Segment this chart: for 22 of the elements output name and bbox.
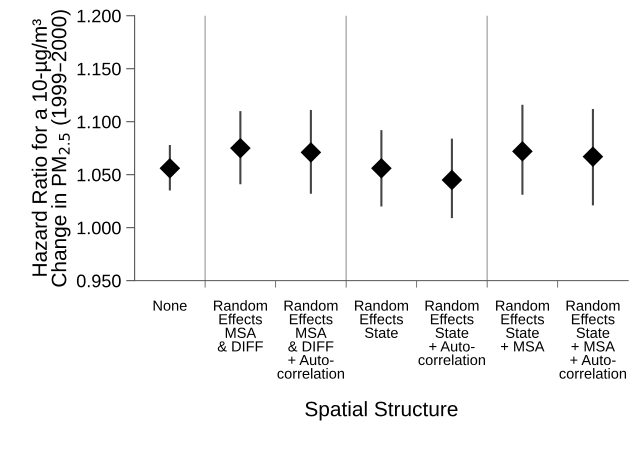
point	[442, 170, 462, 190]
point	[582, 146, 604, 167]
x-tick-label: Random Effects State + MSA + Auto- correlation	[560, 300, 626, 379]
x-tick-label: None	[154, 300, 187, 311]
x-tick-label: Random Effects State + Auto- correlation	[418, 300, 486, 366]
y-tick-label: 1.200	[78, 10, 121, 22]
x-tick-label: Random Effects State + MSA	[496, 300, 550, 352]
y-tick-label: 0.950	[76, 274, 121, 288]
x-axis-title: Spatial Structure	[305, 401, 458, 420]
y-tick-label: 1.150	[78, 62, 121, 76]
point	[512, 141, 533, 162]
x-tick-label: Random Effects MSA & DIFF	[214, 300, 267, 352]
point	[371, 158, 392, 179]
y-tick-label: 1.000	[78, 222, 121, 234]
y-tick-label: 1.050	[78, 168, 121, 182]
point	[230, 138, 251, 158]
x-tick-label: Random Effects MSA & DIFF + Auto- correlation	[277, 300, 344, 379]
point	[160, 158, 180, 179]
point	[300, 142, 322, 163]
x-tick-label: Random Effects State	[355, 300, 408, 338]
y-axis-title: Hazard Ratio for a 10-µg/m³ Change in PM$_{2.5}$ (1999–2000)	[32, 10, 71, 287]
y-tick-label: 1.100	[78, 116, 121, 128]
